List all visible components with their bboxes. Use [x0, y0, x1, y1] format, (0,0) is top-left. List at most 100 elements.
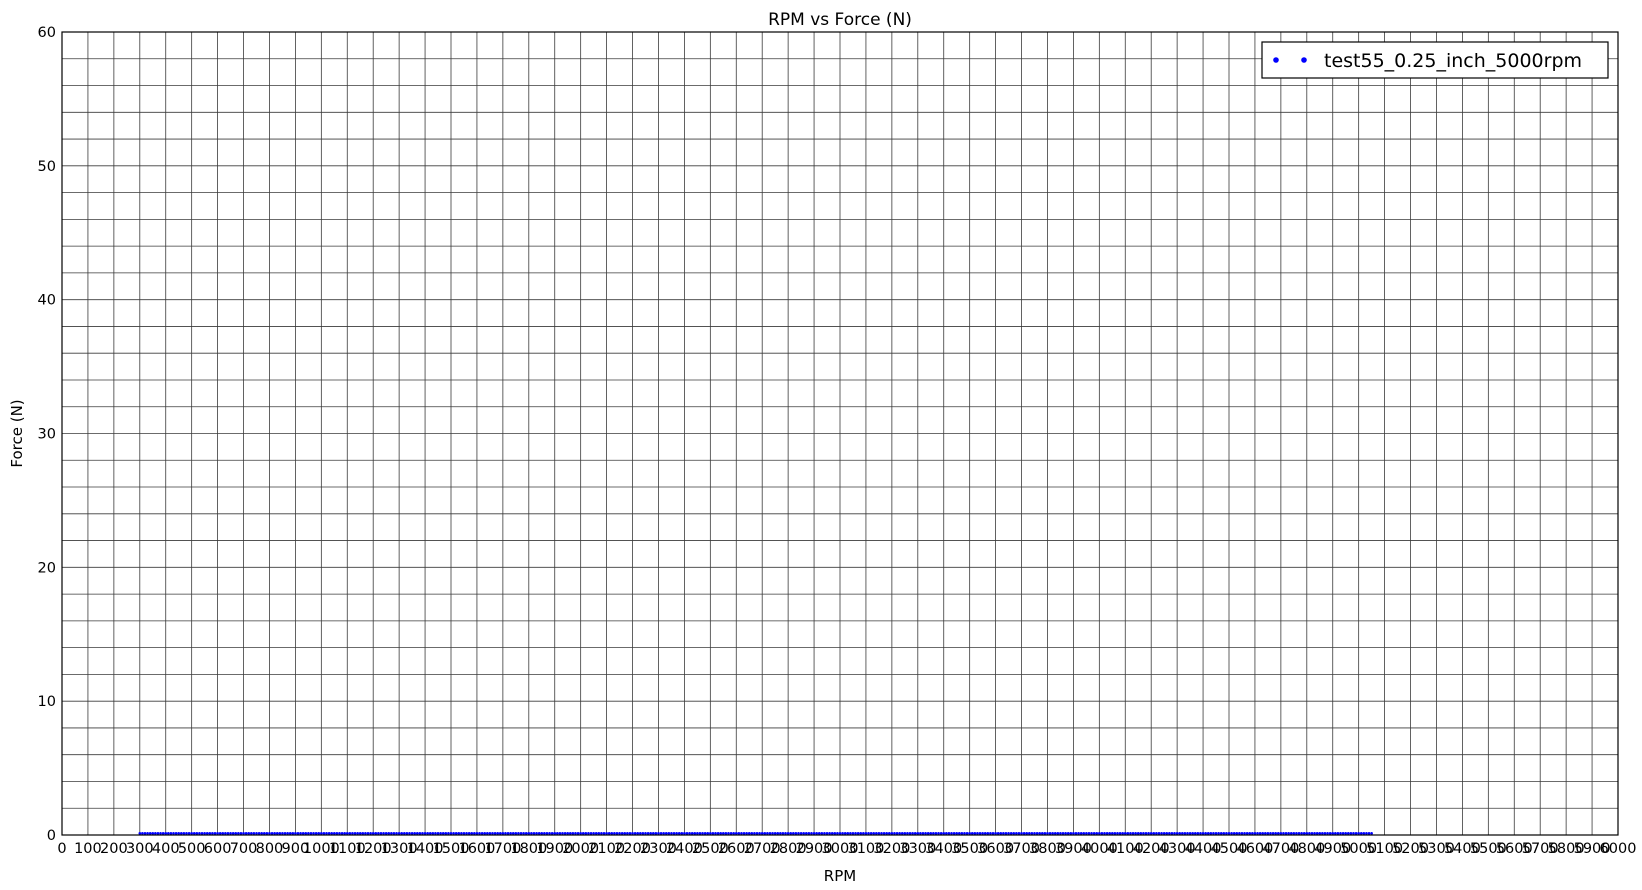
data-point [983, 832, 987, 835]
x-tick-label: 4800 [1288, 841, 1325, 857]
x-tick-label: 3500 [951, 841, 988, 857]
x-tick-label: 700 [230, 841, 258, 857]
data-point [1310, 832, 1314, 835]
data-point [1188, 832, 1192, 835]
data-point [330, 832, 334, 835]
data-point [913, 832, 917, 835]
x-tick-label: 1900 [536, 841, 573, 857]
data-point [364, 832, 367, 835]
data-point [229, 832, 232, 835]
data-point [444, 832, 448, 835]
data-point [307, 832, 310, 835]
data-point [506, 832, 510, 835]
data-point [600, 832, 603, 835]
data-point [1199, 832, 1202, 835]
data-point [955, 832, 958, 835]
x-tick-label: 1200 [355, 841, 392, 857]
data-point [1279, 832, 1283, 835]
x-tick-label: 4700 [1262, 841, 1299, 857]
data-point [737, 832, 741, 835]
data-point [1069, 832, 1073, 835]
data-point [626, 832, 629, 835]
data-point [216, 832, 219, 835]
x-tick-label: 2600 [718, 841, 755, 857]
data-point [1315, 832, 1319, 835]
data-point [859, 832, 863, 835]
data-point [576, 832, 580, 835]
data-point [1181, 832, 1184, 835]
data-point [753, 832, 756, 835]
data-point [1331, 832, 1335, 835]
data-point [356, 832, 359, 835]
data-point [327, 832, 331, 835]
data-point [742, 832, 746, 835]
data-point [1344, 832, 1347, 835]
data-point [724, 832, 728, 835]
data-point [587, 832, 590, 835]
data-point [856, 832, 860, 835]
data-point [493, 832, 497, 835]
data-point [247, 832, 251, 835]
data-point [594, 832, 598, 835]
data-point [696, 832, 699, 835]
data-point [688, 832, 691, 835]
x-tick-label: 2900 [796, 841, 833, 857]
data-point [312, 832, 315, 835]
data-point [1028, 832, 1031, 835]
data-point [1030, 832, 1034, 835]
data-point [371, 832, 375, 835]
data-point [301, 832, 305, 835]
x-tick-label: 1400 [407, 841, 444, 857]
data-point [802, 832, 805, 835]
data-point [333, 832, 336, 835]
data-point [973, 832, 977, 835]
data-point [664, 832, 668, 835]
data-point [709, 832, 712, 835]
data-point [597, 832, 601, 835]
data-point [1370, 832, 1373, 835]
x-tick-label: 2400 [666, 841, 703, 857]
data-point [190, 832, 193, 835]
data-point [473, 832, 476, 835]
data-point [1287, 832, 1290, 835]
data-point [1064, 832, 1067, 835]
data-point [960, 832, 964, 835]
data-point [340, 832, 344, 835]
data-point [651, 832, 655, 835]
x-tick-label: 2500 [692, 841, 729, 857]
data-point [309, 832, 313, 835]
data-point [893, 832, 896, 835]
data-point [161, 832, 165, 835]
data-point [1201, 832, 1205, 835]
x-tick-label: 3000 [822, 841, 859, 857]
data-point [1074, 832, 1078, 835]
x-tick-label: 2700 [744, 841, 781, 857]
data-point [817, 832, 821, 835]
data-point [530, 832, 533, 835]
data-point [343, 832, 346, 835]
x-tick-label: 3900 [1055, 841, 1092, 857]
data-point [286, 832, 289, 835]
data-point [1142, 832, 1145, 835]
data-point [1015, 832, 1018, 835]
data-point [732, 832, 735, 835]
data-point [317, 832, 321, 835]
x-tick-label: 5200 [1392, 841, 1429, 857]
data-point [504, 832, 507, 835]
data-point [462, 832, 466, 835]
data-point [846, 832, 850, 835]
data-point [882, 832, 886, 835]
data-point [1087, 832, 1091, 835]
data-point [234, 832, 238, 835]
data-point [268, 832, 271, 835]
data-point [390, 832, 393, 835]
data-point [1111, 832, 1114, 835]
data-point [1183, 832, 1187, 835]
x-tick-label: 5500 [1470, 841, 1507, 857]
data-point [262, 832, 266, 835]
data-point [1012, 832, 1016, 835]
data-point [1095, 832, 1099, 835]
x-tick-label: 5800 [1548, 841, 1585, 857]
data-point [224, 832, 227, 835]
data-point [670, 832, 673, 835]
